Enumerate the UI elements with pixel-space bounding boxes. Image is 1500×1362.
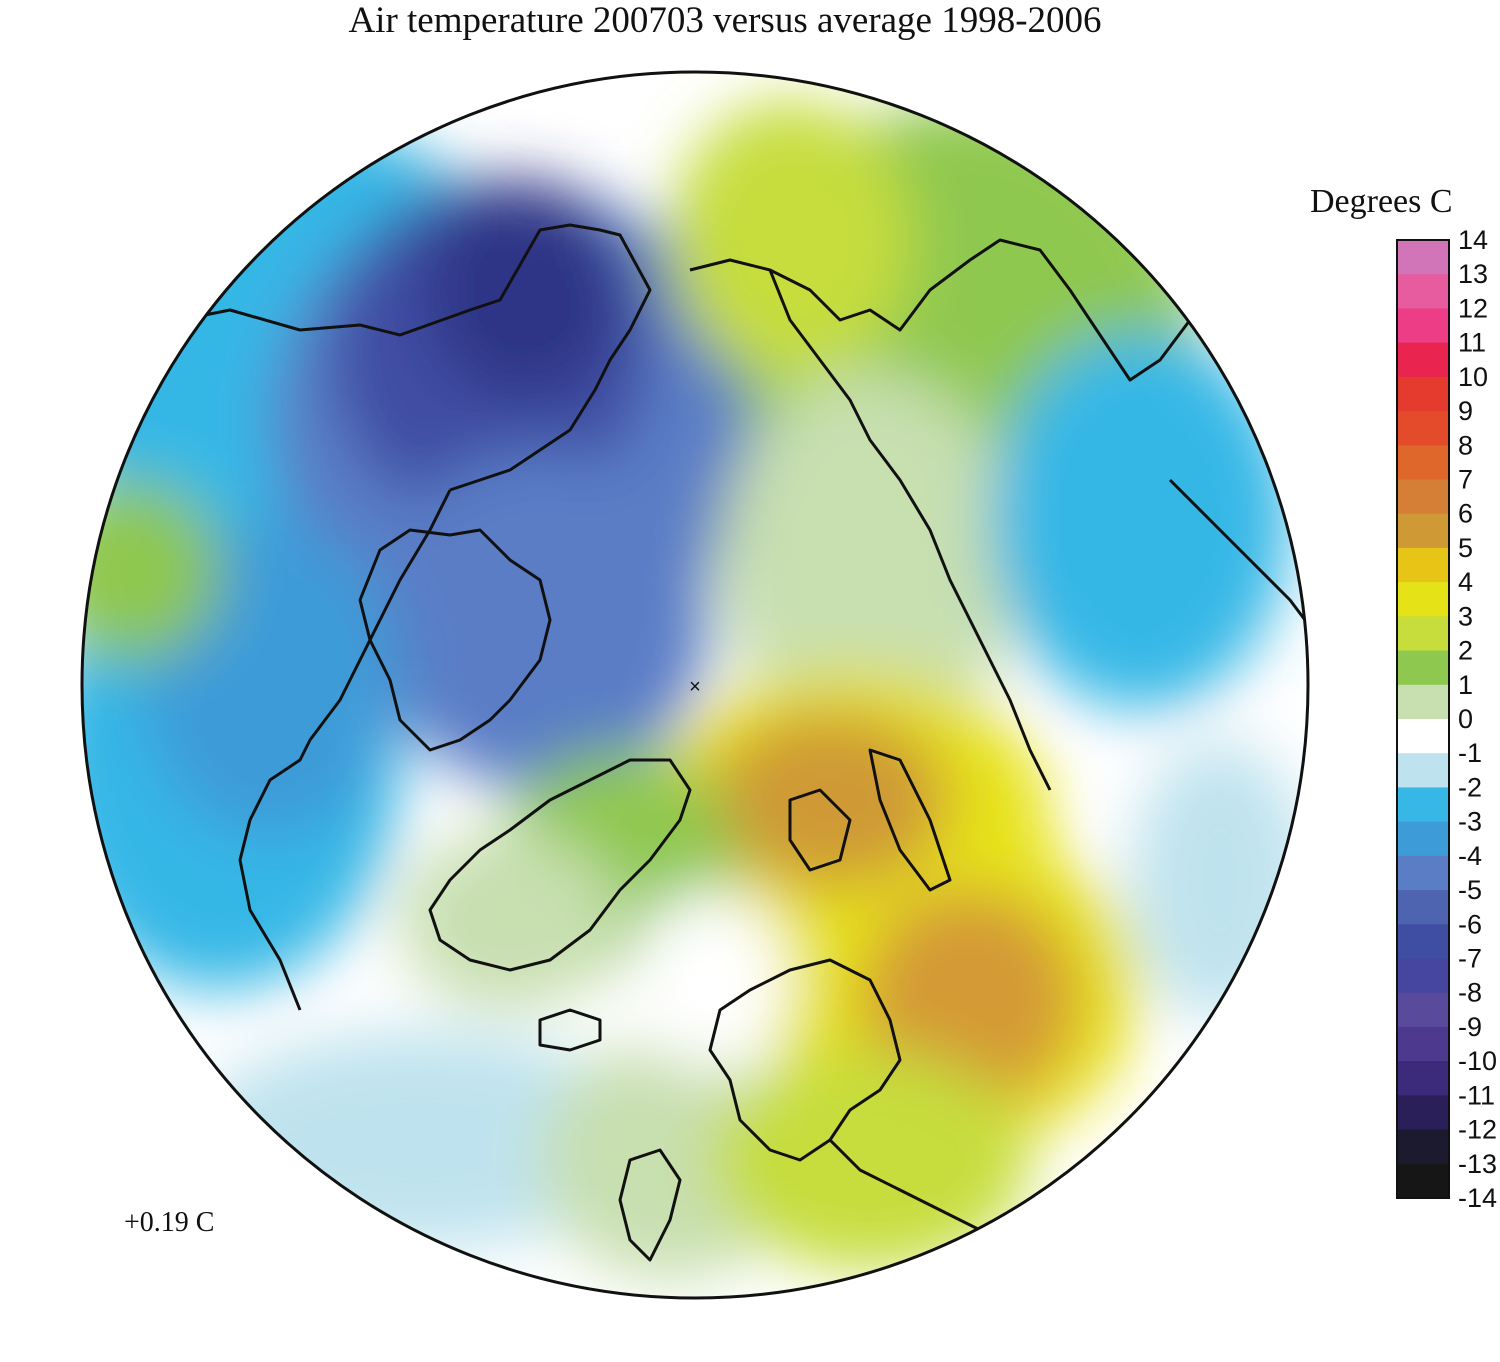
- legend-title: Degrees C: [1310, 183, 1453, 220]
- legend-color-band: [1397, 445, 1449, 480]
- legend-tick-label: 2: [1458, 636, 1473, 666]
- legend-tick-label: 13: [1458, 259, 1488, 289]
- legend-tick-label: 10: [1458, 362, 1488, 392]
- pole-marker: ×: [689, 676, 701, 698]
- legend-tick-label: -14: [1458, 1183, 1497, 1210]
- coastline-kamchatka: [1168, 478, 1308, 641]
- legend-color-band: [1397, 308, 1449, 344]
- coastline-canadian-archipelago: [358, 528, 552, 752]
- legend-tick-label: -12: [1458, 1115, 1497, 1145]
- polar-map: ×: [70, 60, 1320, 1310]
- legend-color-band: [1397, 650, 1449, 686]
- legend-color-band: [1397, 411, 1449, 446]
- coastline-russia-north: [768, 269, 1052, 791]
- legend-tick-label: 1: [1458, 670, 1473, 700]
- legend-tick-label: 0: [1458, 704, 1473, 734]
- legend-tick-label: 4: [1458, 567, 1473, 597]
- color-legend: 14 13 12 11 10 9 8 7 6 5 4 3 2 1 0 -1 -2 -3 -4 -5 -6 -7 -8 -9 -1…: [1380, 225, 1500, 1213]
- legend-color-band: [1397, 1061, 1449, 1096]
- legend-color-band: [1397, 958, 1449, 994]
- legend-tick-label: 11: [1458, 328, 1486, 358]
- legend-tick-label: -8: [1458, 978, 1482, 1008]
- coastline-scandinavia: [708, 958, 902, 1162]
- legend-tick-label: -5: [1458, 875, 1482, 905]
- legend-tick-label: -7: [1458, 944, 1482, 974]
- legend-color-band: [1397, 855, 1449, 891]
- legend-color-band: [1397, 342, 1449, 378]
- coastline-british-isles: [618, 1148, 682, 1262]
- legend-tick-label: 9: [1458, 396, 1473, 426]
- legend-color-band: [1397, 547, 1449, 583]
- coastline-siberia: [689, 238, 1192, 382]
- legend-color-band: [1397, 274, 1449, 309]
- legend-color-band: [1397, 684, 1449, 720]
- legend-color-band: [1397, 719, 1449, 754]
- legend-color-band: [1397, 376, 1449, 412]
- legend-tick-label: -13: [1458, 1149, 1497, 1179]
- legend-color-band: [1397, 513, 1449, 549]
- legend-color-band: [1397, 753, 1449, 788]
- map-border: [80, 70, 1310, 1300]
- legend-tick-label: -10: [1458, 1046, 1497, 1076]
- coastline-novaya-zemlya: [868, 748, 952, 892]
- legend-color-band: [1397, 479, 1449, 515]
- legend-tick-label: -9: [1458, 1012, 1482, 1042]
- legend-color-band: [1397, 821, 1449, 857]
- coastlines: [179, 223, 1308, 1272]
- legend-border: [1396, 239, 1450, 1199]
- coastline-greenland: [428, 758, 692, 972]
- legend-tick-label: 6: [1458, 499, 1473, 529]
- legend-color-band: [1397, 582, 1449, 617]
- legend-color-band: [1397, 616, 1449, 652]
- coastline-canada: [238, 489, 452, 1011]
- legend-color-band: [1397, 924, 1449, 959]
- coastline-svalbard: [788, 788, 852, 872]
- legend-color-band: [1397, 240, 1449, 275]
- legend-color-band: [1397, 1026, 1449, 1062]
- map-title: Air temperature 200703 versus average 19…: [348, 0, 1102, 41]
- legend-tick-label: 14: [1458, 230, 1488, 255]
- legend-color-band: [1397, 890, 1449, 925]
- legend-tick-label: -4: [1458, 841, 1482, 871]
- legend-tick-label: 7: [1458, 465, 1473, 495]
- legend-color-band: [1397, 1163, 1449, 1199]
- legend-color-band: [1397, 1095, 1449, 1131]
- temperature-anomaly-field: [82, 72, 1308, 1298]
- legend-tick-label: -11: [1458, 1080, 1495, 1110]
- coastline-alaska: [179, 223, 652, 492]
- mean-anomaly-label: +0.19 C: [124, 1207, 215, 1238]
- legend-tick-label: 5: [1458, 533, 1473, 563]
- legend-tick-label: 8: [1458, 430, 1473, 460]
- legend-tick-label: -6: [1458, 909, 1482, 939]
- coastline-iceland: [538, 1008, 602, 1052]
- legend-tick-label: -2: [1458, 772, 1482, 802]
- legend-tick-label: 3: [1458, 601, 1473, 631]
- legend-tick-label: -3: [1458, 807, 1482, 837]
- legend-tick-label: 12: [1458, 293, 1488, 323]
- legend-color-band: [1397, 787, 1449, 823]
- legend-tick-label: -1: [1458, 738, 1482, 768]
- polar-map-svg: ×: [80, 70, 1310, 1300]
- legend-color-band: [1397, 1129, 1449, 1165]
- legend-color-band: [1397, 992, 1449, 1028]
- color-legend-svg: 14131211109876543210-1-2-3-4-5-6-7-8-9-1…: [1396, 225, 1497, 1213]
